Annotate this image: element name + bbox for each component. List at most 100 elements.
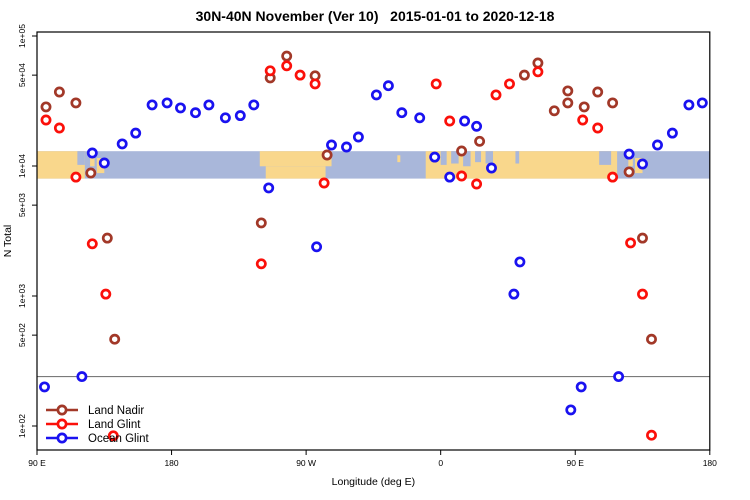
data-point	[444, 171, 456, 183]
chart-title: 30N-40N November (Ver 10) 2015-01-01 to …	[195, 8, 555, 24]
data-point	[39, 381, 50, 393]
data-point	[161, 97, 173, 109]
data-point	[578, 101, 590, 113]
data-point	[666, 127, 678, 139]
y-axis: 1e+05 5e+04 1e+04 5e+03 1e+03 5e+02 1e+02 N Tot…	[2, 24, 37, 438]
data-point	[255, 258, 267, 270]
data-point	[592, 122, 604, 134]
ocean-notch	[599, 151, 612, 165]
data-point	[414, 112, 426, 124]
data-point	[646, 429, 657, 441]
y-tick-label: 5e+02	[17, 323, 27, 347]
data-point	[532, 57, 544, 69]
data-point	[311, 241, 323, 253]
data-point	[607, 97, 619, 109]
data-point	[281, 60, 293, 72]
data-point	[85, 167, 97, 179]
x-tick-label: 0	[438, 458, 443, 468]
data-point	[637, 288, 648, 300]
y-axis-title: N Total	[2, 225, 14, 258]
data-point	[263, 182, 275, 194]
legend-marker	[56, 404, 68, 416]
data-point	[565, 404, 577, 416]
data-point	[40, 101, 52, 113]
data-point	[109, 333, 121, 345]
y-tick-label: 1e+03	[17, 284, 27, 308]
data-point	[490, 89, 502, 101]
land-segment	[397, 155, 401, 163]
x-tick-label: 90 E	[28, 458, 46, 468]
data-point	[86, 238, 98, 250]
data-point	[623, 166, 635, 178]
series-land-nadir-points	[40, 50, 657, 345]
legend-label: Ocean Glint	[88, 433, 150, 445]
data-point	[116, 138, 128, 150]
x-axis: 90 E 180 90 W 0 90 E 180 Longitude (deg E)	[28, 450, 717, 488]
x-tick-label: 180	[703, 458, 717, 468]
data-point	[294, 69, 306, 81]
data-point	[40, 114, 52, 126]
data-point	[518, 69, 530, 81]
data-point	[696, 97, 708, 109]
data-point	[341, 141, 352, 153]
data-point	[459, 115, 471, 127]
plot-frame	[36, 31, 711, 451]
legend: Land Nadir Land Glint Ocean Glint	[46, 404, 150, 445]
data-point	[444, 115, 456, 127]
data-point	[623, 148, 635, 160]
data-point	[100, 288, 112, 300]
data-point	[508, 288, 520, 300]
land-segment	[90, 153, 95, 167]
data-point	[70, 171, 82, 183]
data-point	[607, 171, 619, 183]
data-point	[98, 157, 110, 169]
data-point	[76, 371, 88, 383]
data-point	[318, 177, 330, 189]
legend-marker	[56, 418, 68, 430]
data-point	[309, 78, 321, 90]
data-point	[562, 97, 574, 109]
data-point	[101, 232, 113, 244]
y-tick-label: 1e+05	[17, 24, 27, 48]
y-tick-label: 1e+02	[17, 414, 27, 438]
legend-marker	[56, 432, 68, 444]
data-point	[646, 333, 657, 345]
ocean-notch	[515, 151, 520, 164]
data-point	[486, 162, 497, 174]
data-point	[430, 78, 442, 90]
data-point	[326, 139, 337, 151]
data-point	[53, 122, 65, 134]
data-point	[613, 371, 625, 383]
land-segment	[265, 166, 326, 179]
data-point	[175, 102, 186, 114]
data-point	[248, 99, 260, 111]
data-point	[532, 66, 544, 78]
ocean-notch	[451, 151, 459, 164]
data-point	[504, 78, 515, 90]
ocean-notch	[485, 151, 494, 164]
data-point	[352, 131, 364, 143]
data-point	[321, 149, 333, 161]
x-tick-label: 90 E	[566, 458, 584, 468]
legend-label: Land Glint	[88, 419, 141, 431]
y-tick-label: 1e+04	[17, 154, 27, 178]
data-point	[396, 107, 408, 119]
x-tick-label: 90 W	[296, 458, 316, 468]
ocean-notch	[440, 151, 447, 165]
data-point	[548, 105, 560, 117]
data-point	[146, 99, 158, 111]
data-point	[70, 97, 82, 109]
ocean-notch	[77, 151, 85, 165]
data-point	[429, 151, 441, 163]
data-point	[456, 145, 468, 157]
data-point	[683, 99, 695, 111]
data-point	[592, 86, 604, 98]
data-point	[471, 120, 483, 132]
data-point	[219, 112, 231, 124]
series-land-glint-points	[40, 60, 657, 442]
series-ocean-glint-points	[39, 80, 708, 416]
data-point	[652, 139, 663, 151]
